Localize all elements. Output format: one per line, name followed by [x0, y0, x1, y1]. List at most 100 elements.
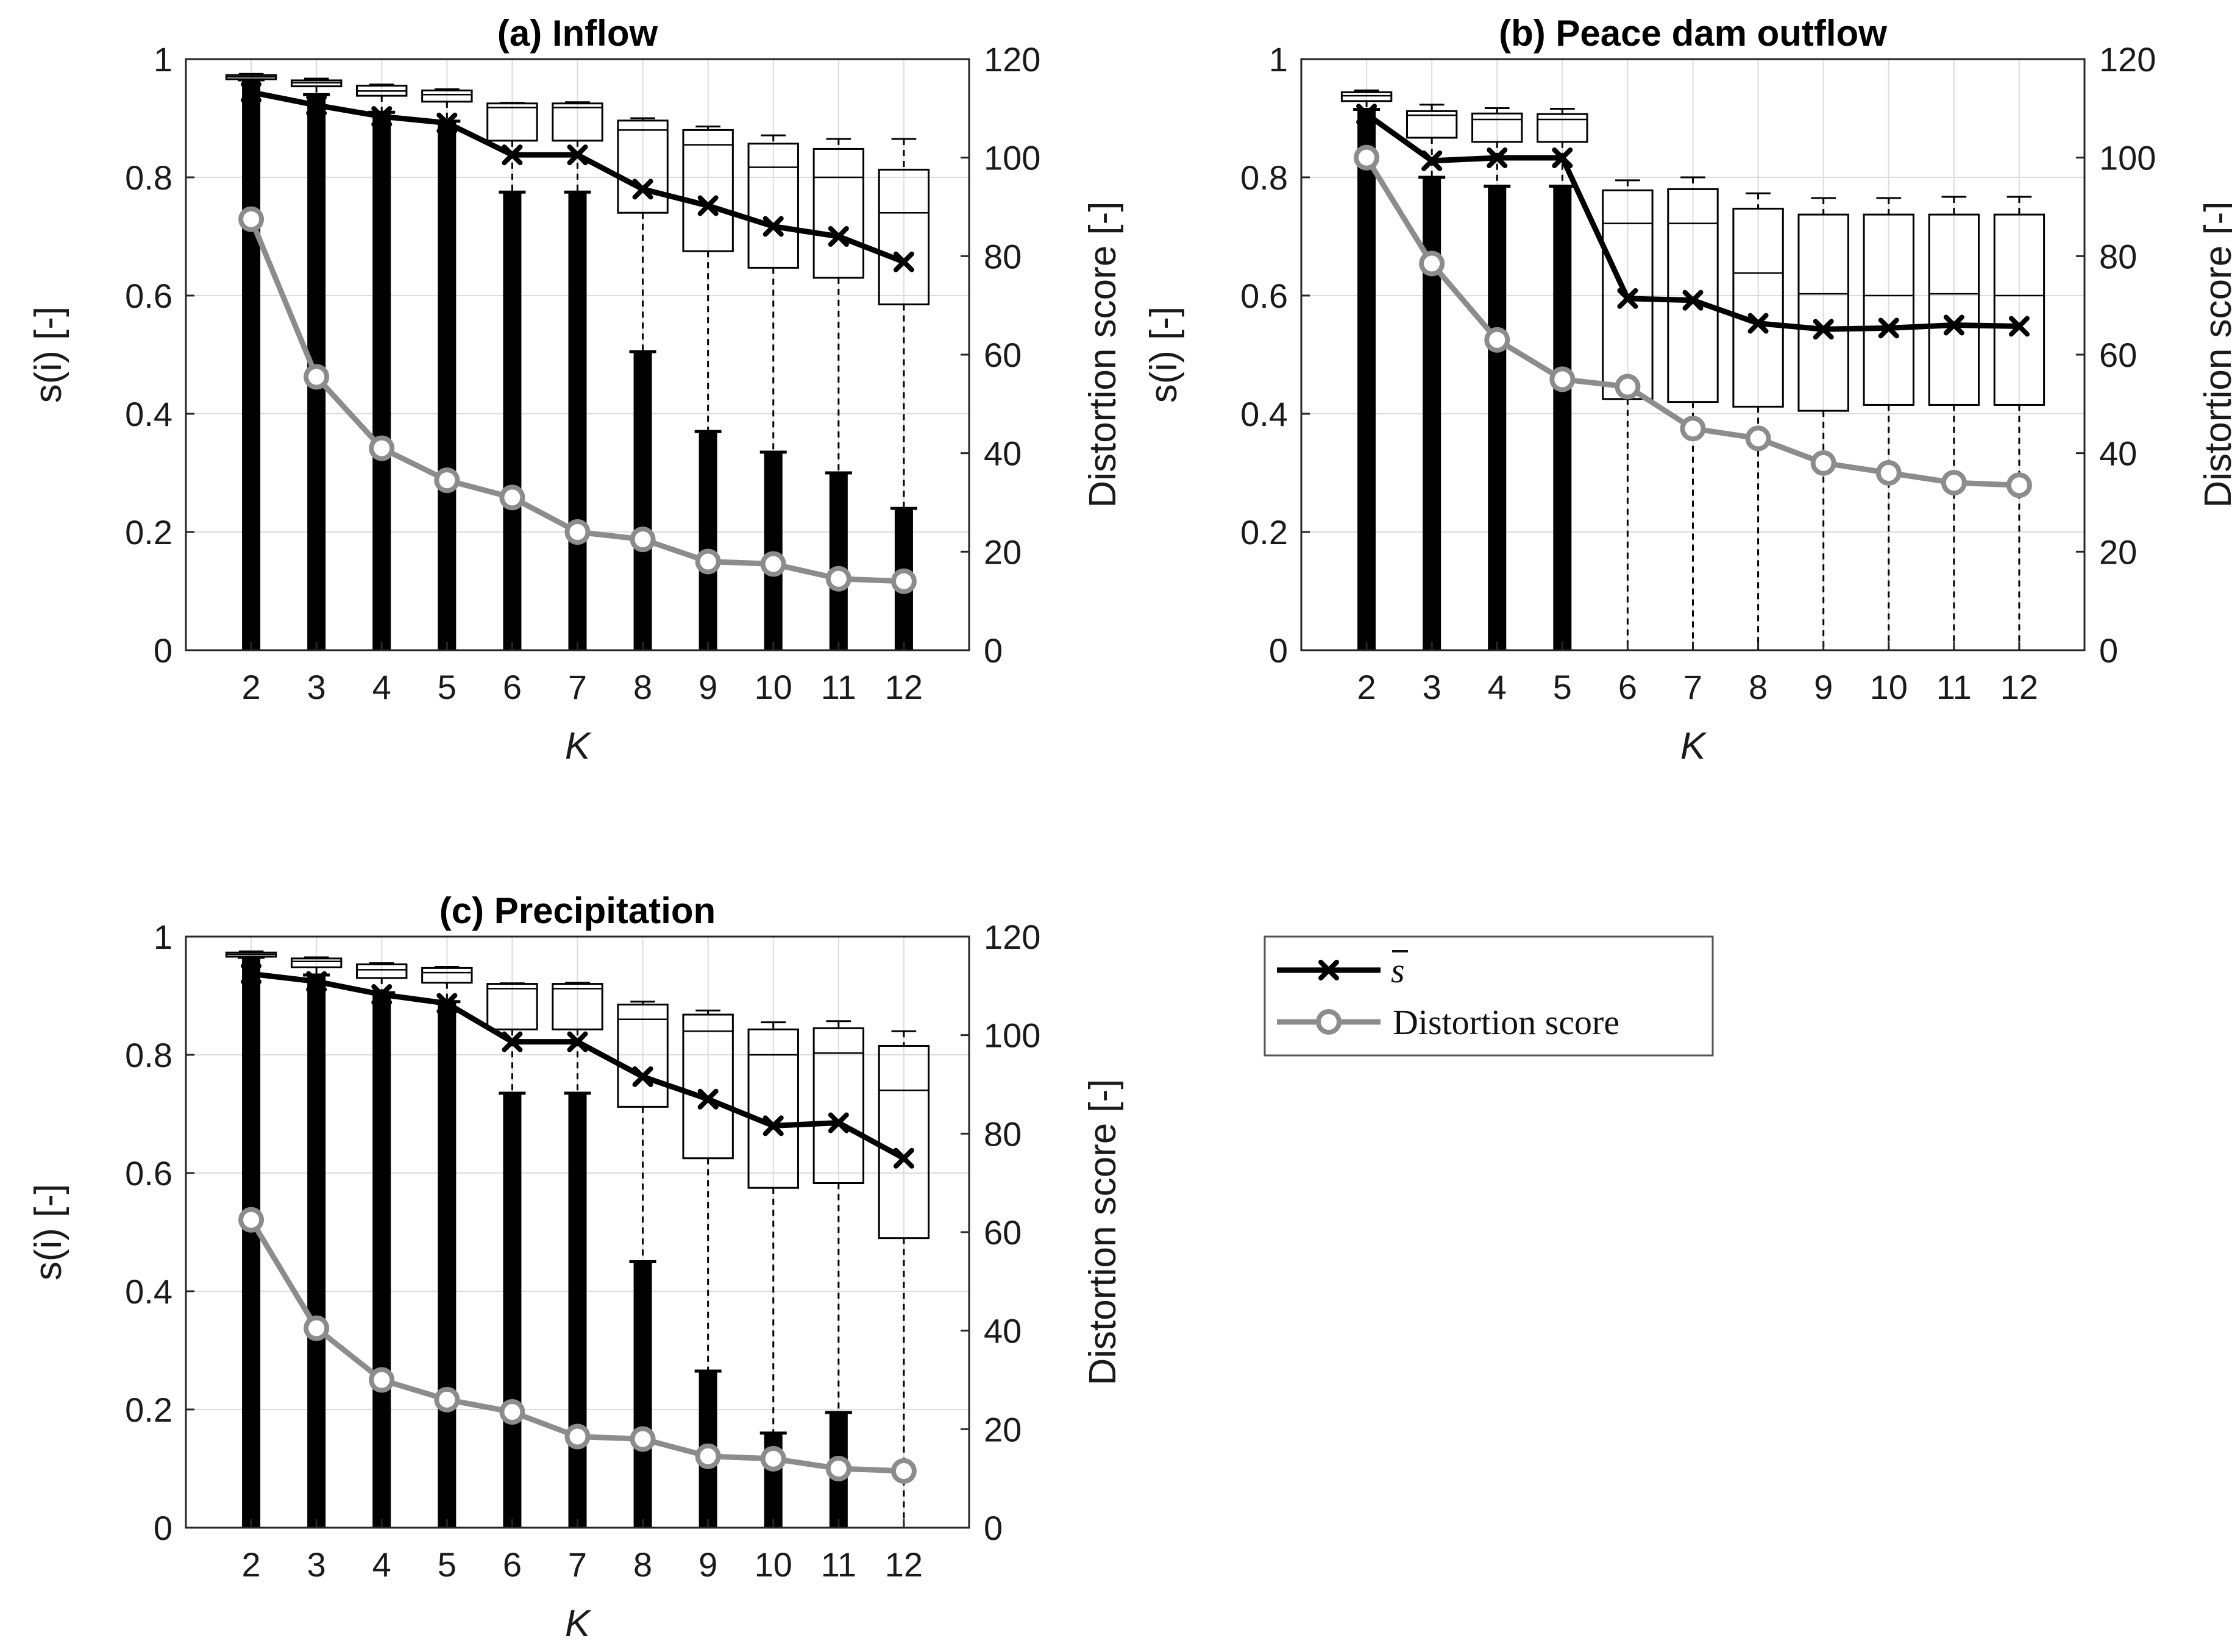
distortion-score-point-k7 — [564, 1423, 591, 1450]
y-tick-label-left: 0.2 — [125, 1391, 172, 1429]
box-k3 — [1406, 110, 1458, 139]
x-tick-label: 7 — [1683, 668, 1702, 706]
mean-silhouette-point-k7 — [567, 1031, 588, 1052]
legend-distortion-label: Distortion score — [1393, 1002, 1619, 1042]
outlier-column-k3 — [307, 975, 326, 1528]
y-tick-label-left: 0 — [154, 631, 172, 670]
y-tick-label-right: 60 — [2099, 336, 2137, 374]
box-k9 — [682, 1013, 734, 1160]
x-tick-label: 6 — [1618, 668, 1637, 706]
box-k7 — [1667, 188, 1719, 403]
distortion-score-point-k6 — [499, 1399, 525, 1425]
distortion-score-point-k11 — [825, 565, 851, 592]
mean-silhouette-point-k4 — [371, 106, 393, 127]
outlier-column-k7 — [568, 192, 587, 650]
mean-silhouette-point-k3 — [306, 971, 327, 992]
mean-silhouette-point-k9 — [697, 195, 719, 216]
y-axis-label-right: Distortion score [-] — [2197, 201, 2232, 508]
mean-silhouette-point-k4 — [371, 984, 393, 1005]
mean-silhouette-point-k6 — [502, 1031, 523, 1052]
x-tick-label: 6 — [503, 668, 522, 706]
y-axis-label-left: s(i) [-] — [27, 307, 69, 403]
box-k5 — [421, 89, 473, 103]
x-tick-label: 10 — [1870, 668, 1908, 706]
x-tick-label: 8 — [633, 1545, 652, 1584]
distortion-score-point-k7 — [564, 519, 591, 545]
y-tick-label-right: 80 — [984, 237, 1022, 275]
outlier-column-k4 — [1488, 186, 1507, 650]
box-k12 — [878, 168, 930, 306]
mean-silhouette-point-k6 — [502, 144, 523, 166]
outlier-column-k8 — [633, 1261, 652, 1528]
distortion-score-point-k8 — [630, 526, 656, 553]
x-tick-label: 3 — [1423, 668, 1441, 706]
y-tick-label-right: 60 — [984, 1213, 1022, 1252]
distortion-score-point-k10 — [760, 551, 786, 577]
mean-silhouette-point-k2 — [241, 963, 262, 985]
mean-silhouette-point-k11 — [828, 226, 849, 247]
distortion-score-point-k11 — [825, 1456, 851, 1481]
y-tick-label-right: 20 — [2099, 533, 2137, 571]
panel-title: (b) Peace dam outflow — [1499, 13, 1887, 54]
distortion-score-point-k6 — [499, 484, 525, 511]
y-tick-label-right: 100 — [984, 1016, 1040, 1055]
y-tick-label-left: 0.8 — [125, 1036, 172, 1074]
outlier-column-k5 — [438, 1001, 457, 1528]
distortion-score-point-k2 — [1354, 144, 1380, 171]
y-tick-label-left: 0.4 — [125, 1272, 172, 1311]
distortion-score-point-k3 — [1419, 250, 1445, 277]
mean-silhouette-point-k3 — [1421, 150, 1443, 171]
mean-silhouette-point-k8 — [632, 1066, 653, 1087]
mean-silhouette-point-k6 — [1617, 288, 1638, 309]
x-tick-label: 5 — [438, 668, 457, 706]
distortion-score-point-k4 — [1484, 327, 1510, 353]
box-k8 — [1732, 207, 1784, 408]
x-tick-label: 10 — [755, 668, 792, 706]
x-tick-label: 2 — [242, 668, 261, 706]
distortion-score-point-k9 — [695, 548, 721, 575]
x-axis-label: K — [565, 1603, 592, 1645]
y-tick-label-left: 0.6 — [125, 277, 172, 315]
distortion-score-point-k4 — [369, 1367, 395, 1393]
y-tick-label-left: 0.2 — [125, 513, 172, 551]
box-k4 — [356, 963, 408, 979]
y-tick-label-right: 20 — [984, 1410, 1022, 1448]
y-tick-label-right: 120 — [984, 918, 1040, 956]
box-k6 — [486, 983, 538, 1030]
y-axis-label-right: Distortion score [-] — [1082, 201, 1124, 508]
legend: s Distortion score — [1263, 935, 1714, 1057]
y-tick-label-right: 120 — [984, 40, 1040, 79]
x-tick-label: 11 — [821, 668, 856, 706]
box-k4 — [1471, 112, 1523, 143]
x-tick-label: 7 — [568, 668, 587, 706]
outlier-column-k2 — [242, 957, 261, 1528]
box-k10 — [1863, 213, 1914, 406]
mean-silhouette-point-k9 — [697, 1088, 719, 1110]
distortion-score-point-k5 — [434, 467, 460, 494]
box-k11 — [1928, 213, 1980, 406]
legend-distortion-marker — [1316, 1009, 1342, 1035]
distortion-score-point-k6 — [1615, 374, 1641, 400]
y-tick-label-right: 40 — [2099, 434, 2137, 473]
y-tick-label-left: 1 — [154, 40, 172, 79]
distortion-score-point-k5 — [1549, 366, 1576, 392]
mean-silhouette-point-k2 — [1356, 104, 1377, 125]
x-tick-label: 12 — [2000, 668, 2038, 706]
legend-box — [1263, 935, 1714, 1057]
mean-silhouette-point-k10 — [762, 216, 784, 237]
x-tick-label: 10 — [755, 1545, 792, 1584]
x-tick-label: 11 — [1936, 668, 1972, 706]
x-tick-label: 5 — [1553, 668, 1572, 706]
x-tick-label: 7 — [568, 1545, 587, 1584]
box-k7 — [552, 102, 603, 142]
distortion-score-point-k2 — [238, 206, 265, 232]
box-k6 — [486, 102, 538, 142]
mean-silhouette-point-k7 — [567, 144, 588, 166]
x-tick-label: 3 — [307, 668, 326, 706]
distortion-score-point-k12 — [2006, 472, 2032, 498]
y-tick-label-right: 0 — [984, 1509, 1003, 1547]
y-tick-label-right: 100 — [2099, 139, 2156, 177]
outlier-column-k6 — [503, 192, 522, 650]
